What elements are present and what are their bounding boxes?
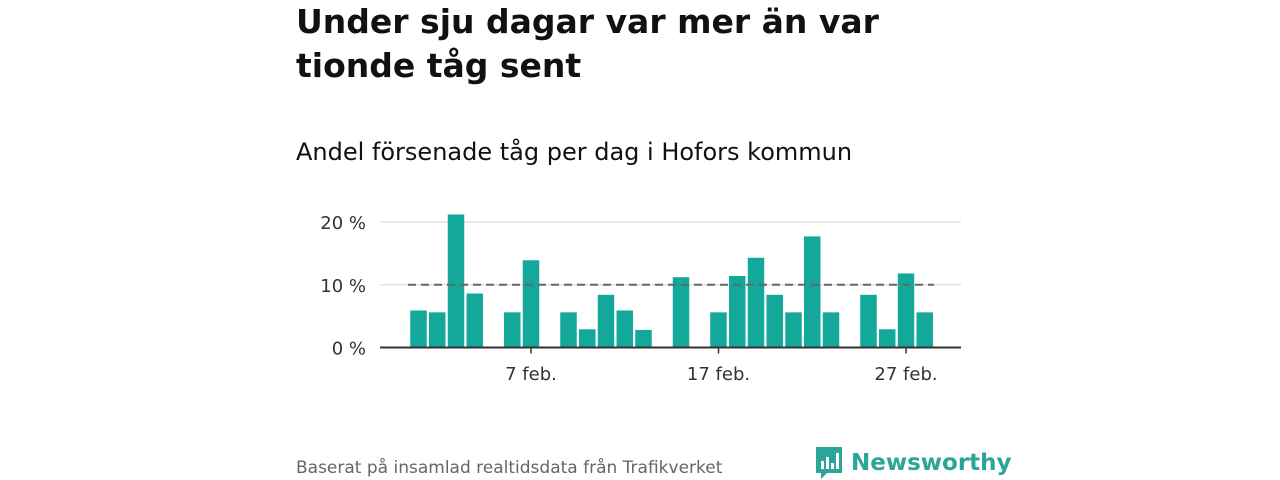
bar: [766, 294, 783, 348]
bar: [560, 312, 577, 348]
bar: [822, 312, 840, 348]
bar: [729, 275, 746, 348]
bar: [879, 329, 896, 348]
bar: [579, 329, 596, 348]
chart-title: Under sju dagar var mer än var tionde tå…: [296, 2, 879, 85]
chart-subtitle: Andel försenade tåg per dag i Hofors kom…: [296, 138, 853, 166]
x-tick-label: 27 feb.: [874, 364, 937, 385]
bar: [447, 214, 465, 348]
newsworthy-chart-logo-icon: [816, 447, 842, 479]
bar: [785, 312, 802, 348]
x-tick-label: 7 feb.: [505, 364, 557, 385]
bar: [504, 312, 521, 348]
bar: [597, 294, 615, 348]
bar: [522, 260, 540, 348]
y-tick-label: 0 %: [332, 339, 366, 360]
x-tick-label: 17 feb.: [687, 364, 750, 385]
bar: [672, 277, 690, 348]
bar: [410, 310, 427, 348]
bar: [804, 236, 821, 348]
bar: [429, 312, 446, 348]
y-tick-label: 20 %: [320, 213, 366, 234]
bar: [466, 293, 483, 348]
source-note: Baserat på insamlad realtidsdata från Tr…: [296, 458, 723, 478]
bar: [747, 257, 765, 348]
bar: [916, 312, 933, 348]
brand-name: Newsworthy: [851, 450, 1012, 476]
bar: [860, 294, 877, 348]
bar: [616, 310, 633, 348]
bar: [710, 312, 727, 348]
bar: [635, 329, 652, 348]
bar: [897, 273, 915, 348]
y-tick-label: 10 %: [320, 276, 366, 297]
brand-logo: Newsworthy: [815, 446, 1012, 480]
